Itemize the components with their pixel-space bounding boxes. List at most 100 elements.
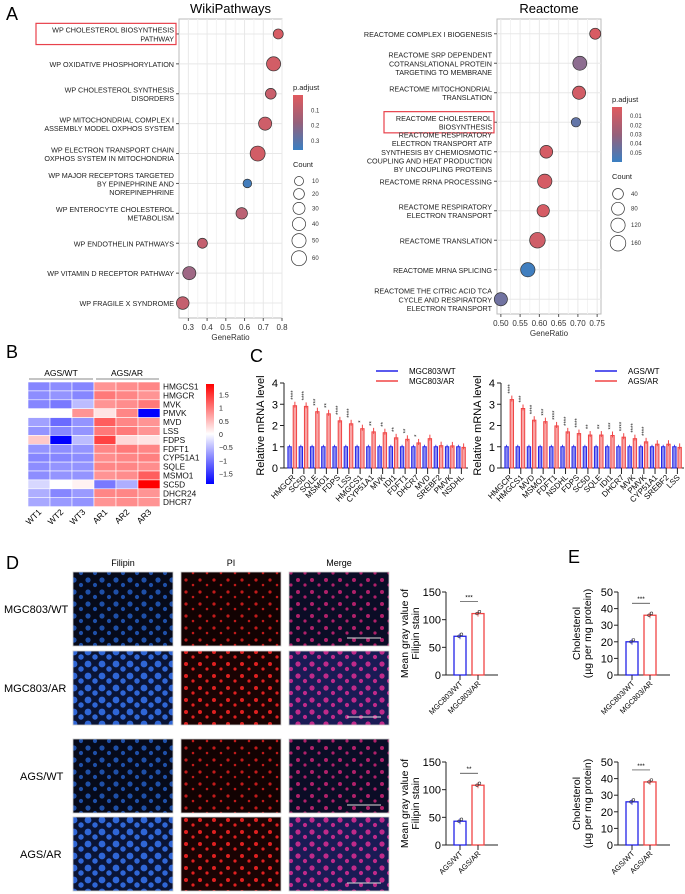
mrna_ags-bar-ar [677, 446, 682, 469]
heatmap-cell [49, 417, 73, 427]
heatmap-cell [49, 399, 73, 409]
heatmap-row-label: MVD [163, 417, 181, 427]
heatmap-cell [137, 497, 161, 507]
mrna_ags-bar-ar [655, 443, 660, 469]
mrna_ags-y-tick-label: 1 [489, 442, 495, 454]
mrna_mgc803-significance: **** [302, 390, 308, 400]
heatmap-cell [27, 479, 51, 490]
heatmap-cell [71, 479, 95, 490]
heatmap-col-label: WT1 [24, 507, 44, 527]
wiki-term-label: ASSEMBLY MODEL OXPHOS SYSTEM [44, 124, 174, 133]
mrna_ags-bar-wt [560, 446, 565, 469]
reactome-term-label: TARGETING TO MEMBRANE [395, 68, 492, 77]
filipin_ags-bar [471, 784, 485, 846]
heatmap-cell [49, 426, 73, 436]
wiki-dot [249, 145, 266, 162]
filipin_mgc803-data-point [477, 609, 482, 614]
mrna_mgc803-bar-ar [303, 405, 309, 469]
heatmap-cell [115, 479, 139, 490]
wiki-term-label: OXPHOS SYSTEM IN MITOCHONDRIA [44, 154, 174, 163]
mrna_ags-significance: **** [508, 384, 514, 394]
microscopy-image [180, 738, 282, 814]
wiki-x-tick-label: 0.7 [258, 323, 270, 332]
chol_ags-data-point [649, 778, 654, 782]
mrna_mgc803-legend-label: MGC803/WT [409, 367, 456, 376]
filipin_ags-data-point [477, 781, 482, 785]
wiki-term-label: WP MAJOR RECEPTORS TARGETED [48, 171, 174, 180]
mrna_ags-significance: **** [631, 423, 637, 433]
reactome-term-label: CYCLE AND RESPIRATORY [399, 295, 493, 304]
reactome-term-label: REACTOME MRNA SPLICING [393, 266, 492, 275]
chol_ags-bar-chart: 0 10 20 30 40 50 Cholesterol (µg per mg protein… [571, 757, 670, 876]
mrna_ags-bar-ar [643, 441, 649, 469]
reactome-dot [572, 55, 588, 71]
heatmap-legend-bar [206, 384, 214, 484]
reactome-legend-size-label: 80 [631, 207, 638, 213]
heatmap-cell [49, 443, 73, 454]
mrna_ags-bar-wt [638, 446, 644, 469]
mrna_ags-bar-ar [587, 434, 593, 469]
wiki-legend-size-circle [291, 250, 307, 267]
mrna_ags-x-tick-label: LSS [665, 473, 682, 490]
heatmap-cell [115, 488, 139, 498]
mrna_ags-bar-wt [616, 446, 621, 469]
wiki-legend-size-label: 60 [312, 256, 319, 262]
wiki-dot [176, 296, 190, 310]
microscopy-column-label: Filipin [111, 558, 135, 568]
reactome-term-label: COUPLING AND HEAT PRODUCTION [367, 156, 492, 165]
chol_ags-y-axis-label: Cholesterol [571, 777, 583, 830]
heatmap-row-label: HMGCS1 [163, 382, 199, 392]
chol_mgc803-y-tick-label: 20 [601, 637, 613, 649]
heatmap-cell [49, 479, 73, 490]
filipin_mgc803-significance: *** [465, 595, 473, 602]
mrna_mgc803-significance: * [415, 434, 421, 437]
filipin_mgc803-y-tick-label: 50 [429, 642, 441, 654]
heatmap-cell [71, 443, 95, 454]
chol_ags-y-axis-label: (µg per mg protein) [582, 759, 594, 849]
wiki-dot [235, 207, 248, 220]
mrna_ags-significance: **** [564, 416, 570, 426]
heatmap-col-label: AR3 [135, 507, 154, 526]
mrna_ags-y-tick-label: 0 [489, 463, 495, 475]
wiki-term-label: WP VITAMIN D RECEPTOR PATHWAY [47, 269, 174, 278]
reactome-dot [572, 85, 586, 100]
wiki-term-label: BY EPINEPHRINE AND [97, 179, 174, 188]
mrna_mgc803-bar-wt [388, 446, 394, 469]
mrna_ags-bar-wt [582, 446, 588, 469]
wiki-title: WikiPathways [190, 1, 271, 16]
heatmap-legend-tick: 0 [219, 432, 223, 439]
heatmap-col-label: AR2 [113, 507, 132, 526]
wiki-term-label: WP OXIDATIVE PHOSPHORYLATION [50, 60, 174, 69]
wiki-dot [266, 56, 281, 72]
reactome-legend-size-label: 40 [631, 192, 638, 198]
mrna_mgc803-bar-wt [343, 446, 349, 469]
mrna_ags-bar-wt [537, 446, 543, 469]
mrna_ags-significance: **** [575, 418, 581, 428]
filipin_mgc803-data-point [475, 611, 479, 616]
heatmap-cell [93, 390, 117, 401]
mrna_ags-bar-wt [649, 446, 655, 469]
panel-label-b: B [6, 342, 18, 362]
heatmap-cell [27, 461, 51, 472]
wiki-term-label: PATHWAY [140, 34, 174, 43]
reactome-legend-color-tick: 0.02 [630, 123, 642, 129]
heatmap-cell [93, 479, 117, 490]
reactome-term-label: REACTOME RRNA PROCESSING [380, 177, 493, 186]
heatmap-cell [137, 479, 161, 490]
microscopy-image [288, 650, 390, 726]
heatmap-group-label: AGS/WT [44, 368, 78, 378]
filipin_ags-data-point [459, 817, 464, 821]
heatmap-cell [27, 488, 51, 498]
mrna_mgc803-significance: ** [381, 421, 387, 426]
wiki-dot [182, 266, 197, 281]
chol_mgc803-data-point [631, 638, 636, 642]
mrna_ags-significance: *** [541, 408, 547, 416]
mrna_mgc803-bar-wt [287, 446, 292, 469]
mrna_ags-bar-wt [526, 446, 532, 469]
wiki-highlight-box [35, 22, 177, 46]
mrna_mgc803-y-tick-label: 1 [272, 442, 278, 454]
heatmap-cell [27, 381, 51, 392]
reactome-legend-size-label: 160 [631, 241, 642, 247]
